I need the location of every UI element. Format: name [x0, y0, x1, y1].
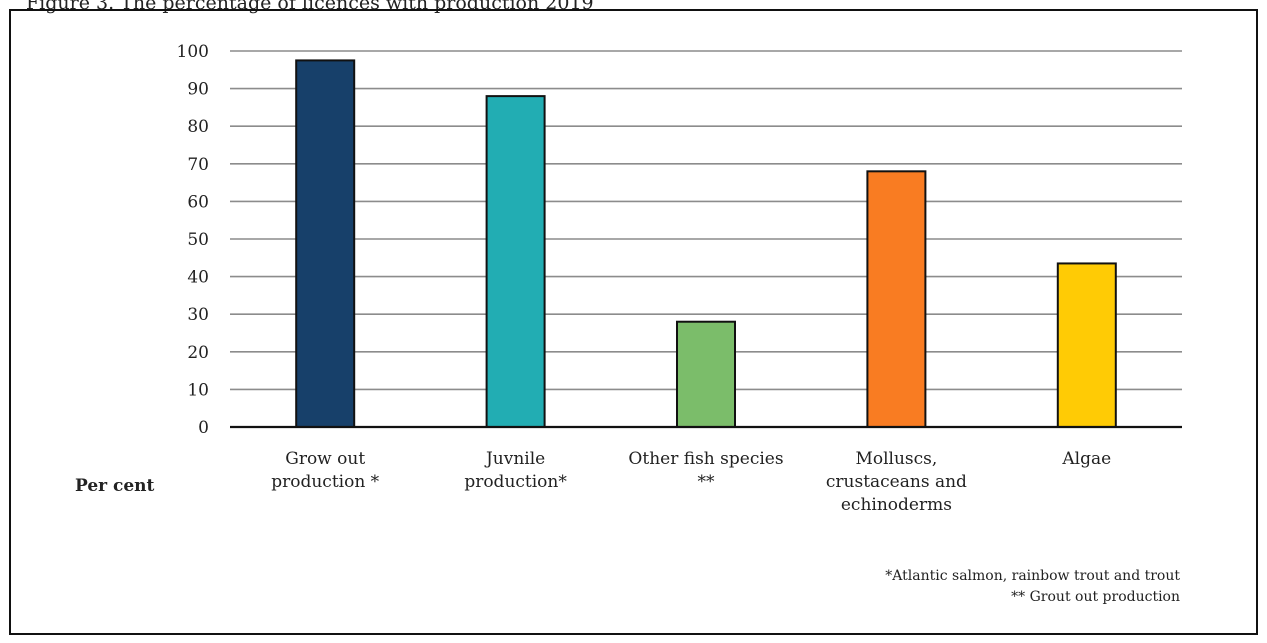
x-tick-label: echinoderms: [841, 495, 952, 515]
footnote-2: ** Grout out production: [1011, 589, 1180, 605]
bar: [295, 59, 356, 429]
footnote-1: *Atlantic salmon, rainbow trout and trou…: [885, 568, 1180, 584]
x-tick-label: Molluscs,: [855, 449, 937, 469]
bar: [676, 320, 736, 428]
y-tick-label: 70: [187, 155, 209, 175]
y-axis-label: Per cent: [75, 476, 155, 496]
x-tick-label: Other fish species: [628, 449, 783, 469]
y-tick-label: 10: [187, 380, 209, 400]
y-tick-label: 30: [187, 305, 209, 325]
y-tick-label: 80: [187, 117, 209, 137]
y-tick-label: 90: [187, 80, 209, 100]
x-tick-label: Algae: [1061, 449, 1111, 469]
y-tick-label: 40: [187, 268, 209, 288]
y-tick-label: 60: [187, 192, 209, 212]
x-tick-label: **: [698, 472, 716, 492]
chart-frame: [9, 9, 1258, 635]
bar: [485, 95, 546, 429]
bar: [1056, 262, 1117, 428]
x-tick-label: production *: [271, 472, 379, 492]
y-tick-label: 0: [198, 418, 209, 438]
y-tick-label: 100: [177, 42, 209, 62]
bar: [866, 170, 927, 428]
y-tick-label: 20: [187, 343, 209, 363]
y-tick-label: 50: [187, 230, 209, 250]
x-tick-label: crustaceans and: [826, 472, 967, 492]
x-tick-label: Grow out: [285, 449, 365, 469]
x-tick-label: Juvnile: [484, 449, 545, 469]
x-tick-label: production*: [464, 472, 567, 492]
